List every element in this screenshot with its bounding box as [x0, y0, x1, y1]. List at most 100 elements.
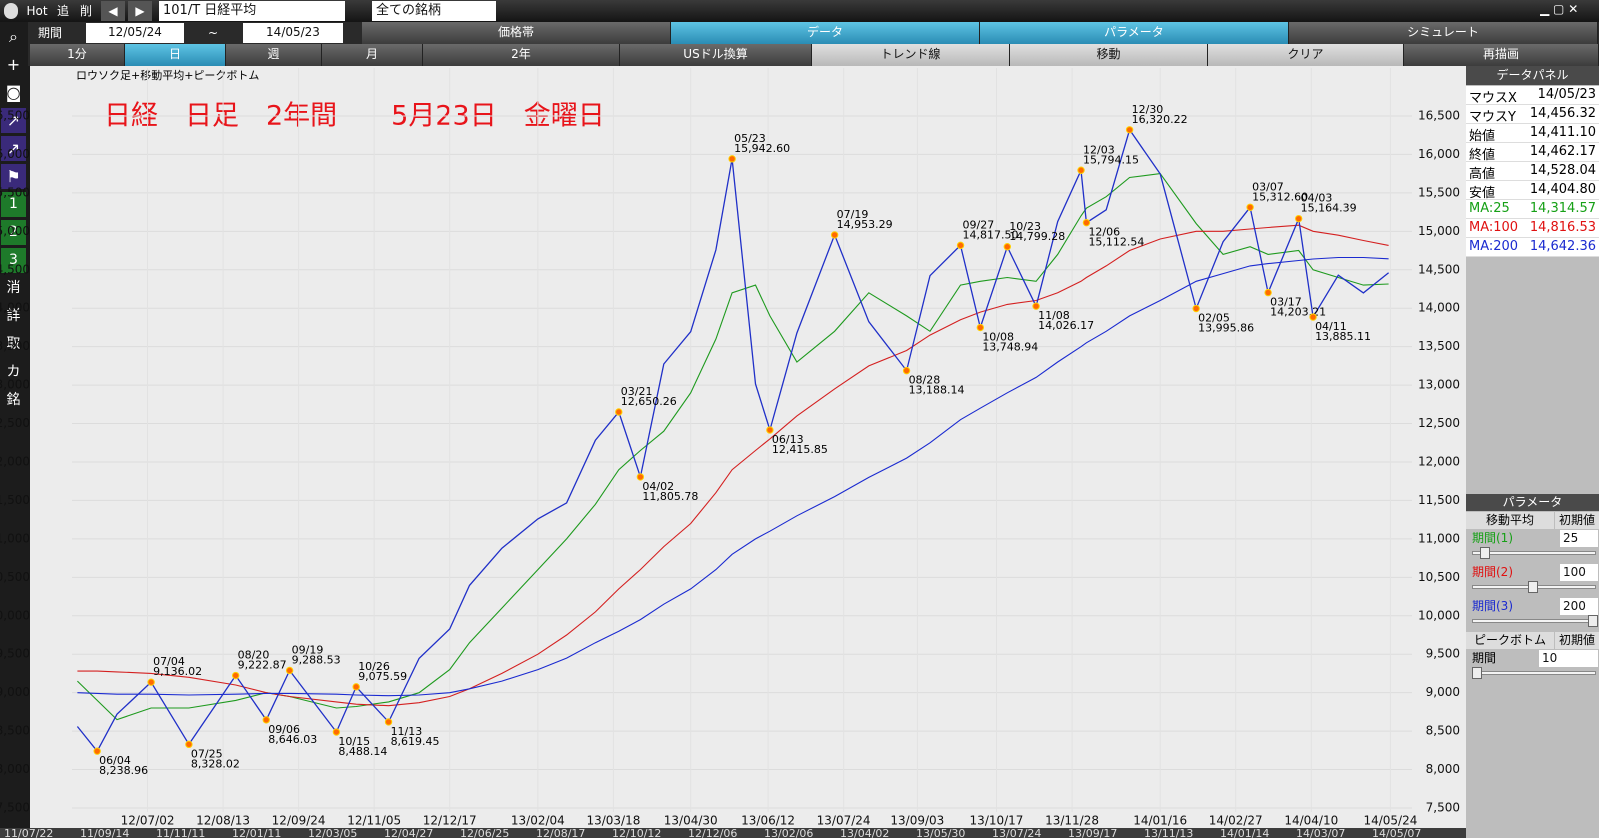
peak-date: 06/13: [772, 433, 804, 446]
x-tick-label: 12/11/05: [347, 814, 401, 828]
sidebar-icon[interactable]: +: [1, 52, 26, 77]
y-tick-label-right: 9,000: [1426, 685, 1460, 699]
param-input[interactable]: 25: [1560, 530, 1598, 547]
slider-knob[interactable]: [1480, 547, 1490, 559]
y-tick-label-right: 14,000: [1418, 301, 1460, 315]
y-tick-label-right: 11,500: [1418, 493, 1460, 507]
button[interactable]: 日: [125, 44, 226, 66]
button[interactable]: 移動: [1010, 44, 1208, 66]
peak-label: 8,328.02: [191, 757, 240, 770]
peak-label: 13,748.94: [982, 341, 1038, 354]
peak-marker: [262, 716, 270, 724]
peak-label: 16,320.22: [1132, 113, 1188, 126]
y-tick-label-right: 8,500: [1426, 724, 1460, 738]
peak-label: 12,415.85: [772, 443, 828, 456]
param-header: 移動平均: [1466, 512, 1554, 529]
param-input[interactable]: 10: [1539, 650, 1598, 667]
peak-date: 12/06: [1088, 226, 1120, 239]
sidebar-icon[interactable]: ⌕: [1, 24, 26, 49]
window-controls: ▁ ▢ ✕: [1540, 2, 1579, 16]
peak-label: 9,222.87: [238, 659, 287, 672]
peak-marker: [1077, 166, 1085, 174]
scrollbar-date: 12/04/27: [384, 827, 433, 838]
sidebar-button[interactable]: 詳: [1, 304, 26, 329]
y-tick-label: 9,000: [0, 685, 30, 699]
period-sep: ~: [207, 26, 219, 40]
data-row: MA:25 14,314.57: [1466, 200, 1599, 219]
tab[interactable]: データ: [671, 22, 980, 44]
peak-label: 15,312.60: [1252, 190, 1308, 203]
peak-label: 15,164.39: [1301, 202, 1357, 215]
nav-fwd[interactable]: ▶: [128, 1, 152, 21]
scrollbar-date: 12/12/06: [688, 827, 737, 838]
scrollbar-date: 13/11/13: [1144, 827, 1193, 838]
button[interactable]: 再描画: [1404, 44, 1599, 66]
symbol-input[interactable]: 101/T 日経平均: [159, 1, 345, 21]
button[interactable]: 月: [322, 44, 423, 66]
peak-marker: [1003, 243, 1012, 251]
peak-date: 07/19: [837, 208, 869, 221]
scrollbar-date: 11/09/14: [80, 827, 129, 838]
x-tick-label: 13/09/03: [890, 814, 944, 828]
scrollbar-date: 11/07/22: [4, 827, 53, 838]
slider-knob[interactable]: [1588, 615, 1598, 627]
sidebar-button[interactable]: 2: [1, 220, 26, 245]
peak-date: 06/04: [99, 754, 131, 767]
peak-label: 14,799.28: [1009, 230, 1065, 243]
nav-back[interactable]: ◀: [101, 1, 125, 21]
peak-label: 8,488.14: [338, 745, 387, 758]
tab[interactable]: パラメータ: [980, 22, 1289, 44]
peak-label: 12,650.26: [621, 395, 677, 408]
peak-marker: [902, 366, 911, 375]
sidebar-button[interactable]: 消: [1, 276, 26, 301]
period-label: 期間: [37, 26, 62, 40]
button[interactable]: 2年: [423, 44, 620, 66]
peak-date: 11/13: [391, 725, 423, 738]
y-tick-label: 8,500: [0, 724, 30, 738]
peak-marker: [332, 728, 341, 736]
tab[interactable]: シミュレート: [1289, 22, 1598, 44]
sidebar-icon[interactable]: ⚑: [1, 164, 26, 189]
sidebar-button[interactable]: 1: [1, 192, 26, 217]
param-input[interactable]: 100: [1560, 564, 1598, 581]
toolbar-button[interactable]: Hot: [26, 4, 48, 18]
peak-default[interactable]: 初期値: [1555, 632, 1599, 649]
button[interactable]: USドル換算: [620, 44, 812, 66]
peak-date: 04/11: [1315, 320, 1347, 333]
param-input[interactable]: 200: [1560, 598, 1598, 615]
sidebar-icon[interactable]: ↗: [1, 108, 26, 133]
param-default[interactable]: 初期値: [1555, 512, 1599, 529]
slider-track: [1472, 619, 1596, 623]
peak-marker: [636, 473, 645, 481]
sidebar-button[interactable]: 3: [1, 248, 26, 273]
x-tick-label: 13/11/28: [1045, 814, 1099, 828]
filter-select[interactable]: 全ての銘柄: [372, 1, 496, 21]
param-label: 期間: [1472, 651, 1497, 665]
period-from[interactable]: 12/05/24: [86, 23, 184, 43]
y-tick-label-right: 13,000: [1418, 378, 1460, 392]
button[interactable]: 週: [226, 44, 322, 66]
toolbar-button[interactable]: 削: [79, 4, 92, 18]
sidebar-button[interactable]: カ: [1, 360, 26, 385]
peak-marker: [728, 155, 736, 163]
sidebar-icon[interactable]: ↗: [1, 136, 26, 161]
button[interactable]: クリア: [1208, 44, 1404, 66]
y-tick-label: 10,000: [0, 608, 30, 622]
peak-label: 14,953.29: [837, 218, 893, 231]
button[interactable]: 1分: [30, 44, 125, 66]
peak-marker: [1082, 218, 1091, 227]
sidebar-button[interactable]: 取: [1, 332, 26, 357]
x-tick-label: 13/07/24: [817, 814, 871, 828]
data-row: 高値 14,528.04: [1466, 162, 1599, 181]
period-to[interactable]: 14/05/23: [243, 23, 343, 43]
peak-date: 08/20: [238, 649, 270, 662]
toolbar-button[interactable]: 追: [56, 4, 69, 18]
sidebar-button[interactable]: 銘: [1, 388, 26, 413]
slider-knob[interactable]: [1472, 667, 1482, 679]
x-tick-label: 12/08/13: [196, 814, 250, 828]
y-tick-label: 13,000: [0, 378, 30, 392]
button[interactable]: トレンド線: [812, 44, 1010, 66]
slider-knob[interactable]: [1528, 581, 1538, 593]
sidebar-icon[interactable]: ◙: [1, 80, 26, 105]
tab[interactable]: 価格帯: [362, 22, 671, 44]
